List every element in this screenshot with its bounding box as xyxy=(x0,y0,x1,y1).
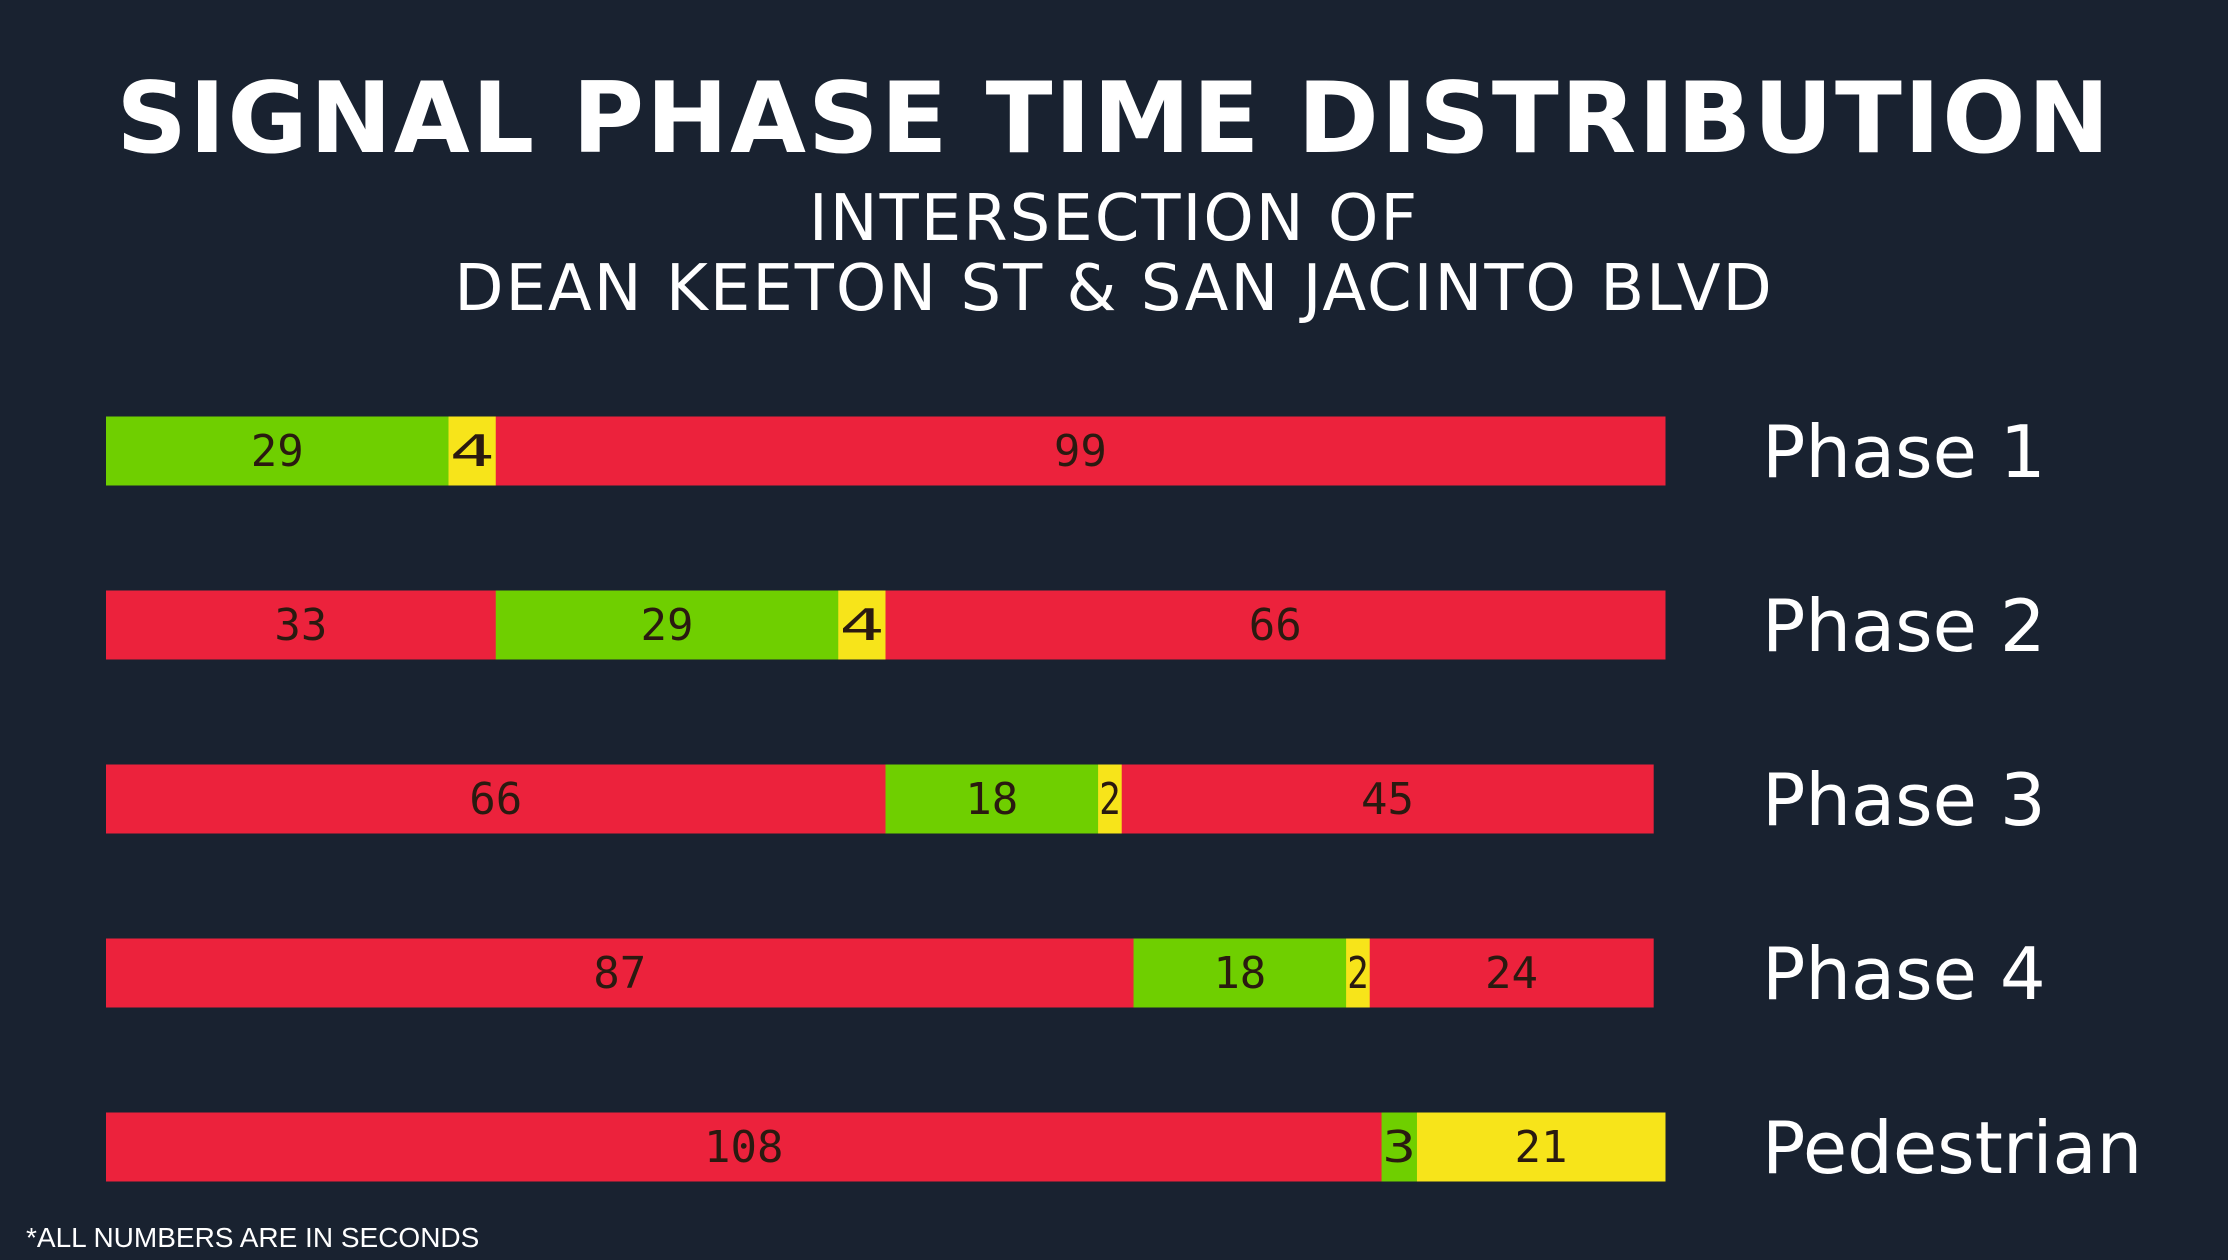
bar-segment-value-label: 2 xyxy=(1347,948,1369,999)
bar-segment-red xyxy=(1121,764,1654,834)
bar-segment-value-label: 21 xyxy=(1514,1122,1567,1173)
bar-segment-value-label: 87 xyxy=(593,948,646,999)
bar-segment-value-label: 18 xyxy=(965,774,1018,825)
chart-subtitle-line2: DEAN KEETON ST & SAN JACINTO BLVD xyxy=(454,252,1774,326)
bar-segment-value-label: 29 xyxy=(641,600,694,651)
row-label: Pedestrian xyxy=(1762,1106,2142,1190)
bar-row-phase-1: 29 4 99 Phase 1 xyxy=(106,410,2046,494)
bar-segment-yellow xyxy=(1098,764,1123,834)
bar-segment-green xyxy=(885,764,1099,834)
bar-segment-red xyxy=(495,416,1666,486)
row-label: Phase 3 xyxy=(1762,758,2046,842)
bar-segment-green xyxy=(1381,1112,1418,1182)
bar-segment-yellow xyxy=(448,416,497,486)
bar-segment-red xyxy=(106,1112,1383,1182)
bar-row-phase-3: 66 18 2 45 Phase 3 xyxy=(106,758,2046,842)
bar-segment-red xyxy=(885,590,1666,660)
row-label: Phase 4 xyxy=(1762,932,2046,1016)
bar-segment-value-label: 33 xyxy=(274,600,327,651)
bar-segment-yellow xyxy=(838,590,886,660)
bar-segment-red xyxy=(106,938,1135,1008)
bar-segment-green xyxy=(1133,938,1347,1008)
bar-segment-value-label: 45 xyxy=(1361,774,1414,825)
bar-segment-value-label: 4 xyxy=(839,600,884,651)
bar-segment-value-label: 24 xyxy=(1485,948,1538,999)
bar-segment-yellow xyxy=(1346,938,1371,1008)
bar-segment-green xyxy=(495,590,839,660)
bar-segment-red xyxy=(106,764,886,834)
chart-subtitle-line1: INTERSECTION OF xyxy=(808,182,1420,256)
bar-segment-value-label: 29 xyxy=(251,426,304,477)
bar-segment-yellow xyxy=(1416,1112,1666,1182)
bar-segment-value-label: 99 xyxy=(1054,426,1107,477)
bar-row-phase-2: 33 29 4 66 Phase 2 xyxy=(106,584,2046,668)
row-label: Phase 2 xyxy=(1762,584,2046,668)
bar-row-phase-4: 87 18 2 24 Phase 4 xyxy=(106,932,2046,1016)
bar-row-pedestrian: 108 3 21 Pedestrian xyxy=(106,1106,2142,1190)
bar-segment-value-label: 18 xyxy=(1213,948,1266,999)
units-footnote: *ALL NUMBERS ARE IN SECONDS xyxy=(26,1222,480,1253)
bar-segment-value-label: 4 xyxy=(450,426,495,477)
bar-segment-red xyxy=(106,590,497,660)
bar-segment-value-label: 3 xyxy=(1383,1122,1416,1173)
bar-segment-value-label: 108 xyxy=(704,1122,783,1173)
bar-segment-value-label: 66 xyxy=(1249,600,1302,651)
bar-segment-value-label: 66 xyxy=(469,774,522,825)
row-label: Phase 1 xyxy=(1762,410,2046,494)
chart-title: SIGNAL PHASE TIME DISTRIBUTION xyxy=(116,62,2112,176)
bar-segment-value-label: 2 xyxy=(1099,774,1121,825)
bar-segment-green xyxy=(106,416,450,486)
bar-segment-red xyxy=(1369,938,1654,1008)
